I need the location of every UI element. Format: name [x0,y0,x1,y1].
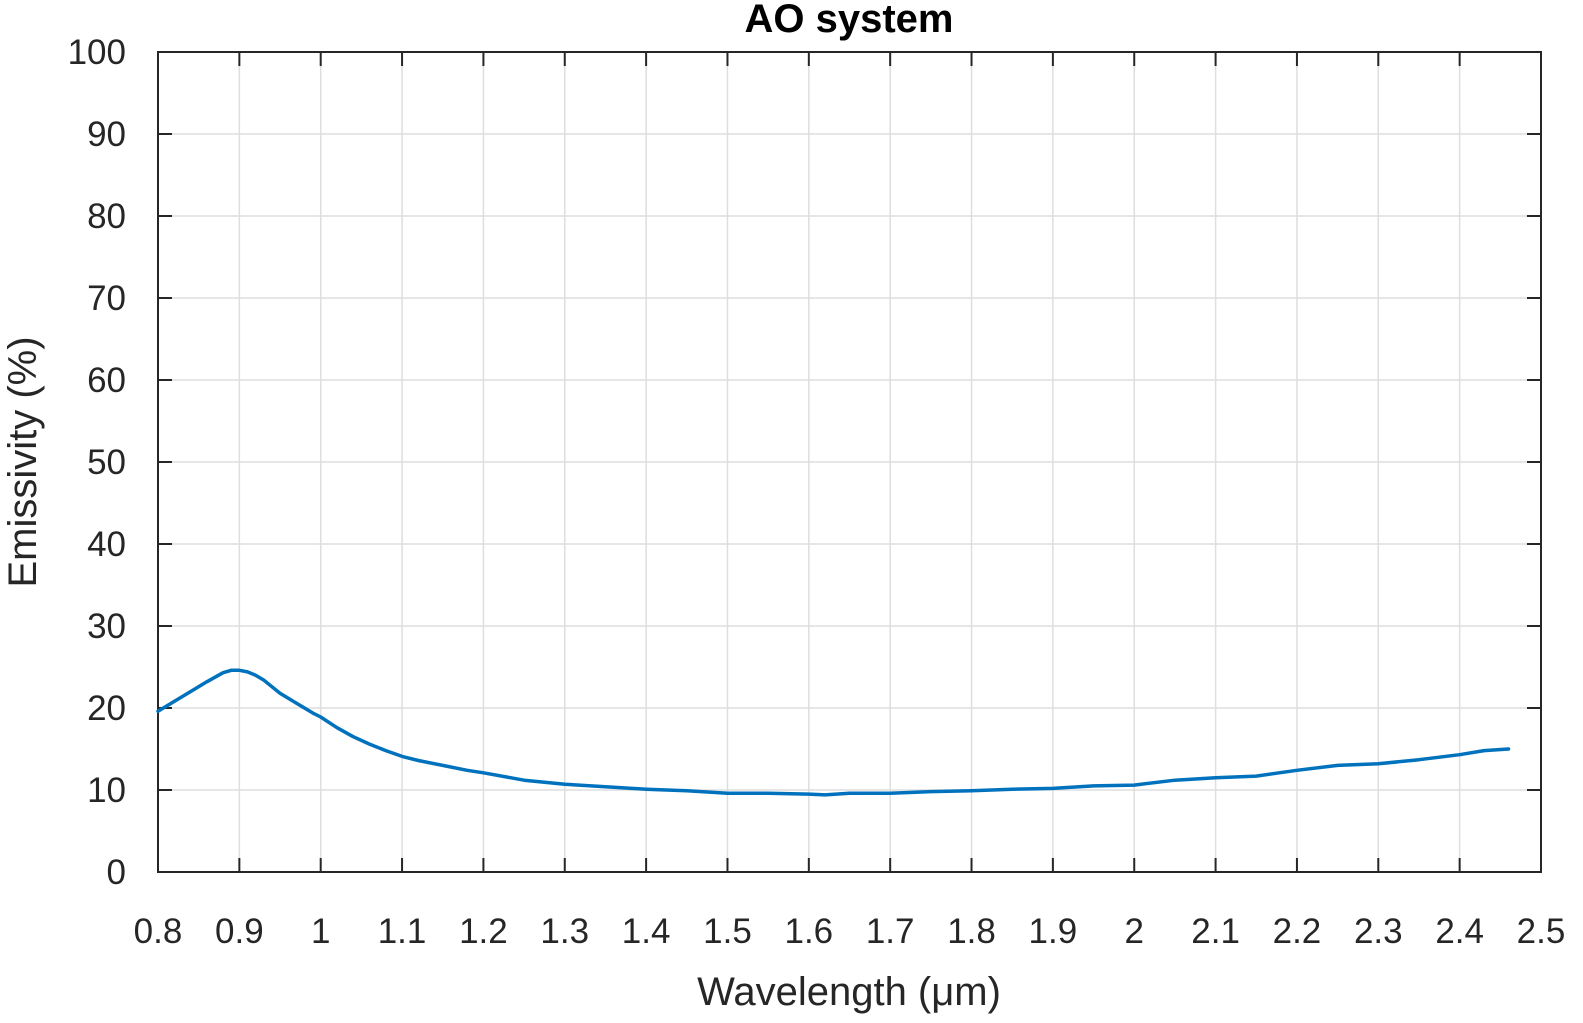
x-tick-label: 1.9 [1029,912,1078,951]
y-tick-label: 90 [87,115,126,154]
x-tick-label: 1.3 [540,912,589,951]
y-tick-label: 10 [87,771,126,810]
x-tick-label: 1.4 [622,912,671,951]
tick-marks [157,51,1542,873]
chart-title: AO system [745,0,954,41]
y-tick-label: 40 [87,525,126,564]
x-tick-label: 1.2 [459,912,508,951]
y-tick-label: 50 [87,443,126,482]
y-tick-label: 60 [87,361,126,400]
x-tick-labels: 0.8 0.9 1 1.1 1.2 1.3 1.4 1.5 1.6 1.7 1.8 1.9 2 2.1 2.… [134,912,1566,951]
x-tick-label: 1.8 [947,912,996,951]
x-tick-label: 2.1 [1191,912,1240,951]
x-axis-title: Wavelength (μm) [697,970,1001,1014]
x-tick-label: 2 [1125,912,1144,951]
x-tick-label: 2.4 [1435,912,1484,951]
x-tick-label: 2.3 [1354,912,1403,951]
x-tick-label: 0.9 [215,912,264,951]
x-tick-label: 1 [311,912,330,951]
x-tick-label: 1.5 [703,912,752,951]
x-tick-label: 1.1 [378,912,427,951]
x-tick-label: 0.8 [134,912,183,951]
y-axis-title: Emissivity (%) [1,336,45,587]
y-tick-label: 30 [87,607,126,646]
y-tick-label: 20 [87,689,126,728]
y-tick-label: 70 [87,279,126,318]
y-tick-label: 100 [68,33,126,72]
x-tick-label: 1.7 [866,912,915,951]
x-tick-label: 2.2 [1273,912,1322,951]
emissivity-series-line [156,668,1511,797]
y-tick-label: 0 [107,853,126,892]
y-tick-labels: 0 10 20 30 40 50 60 70 80 90 100 [68,33,126,892]
x-tick-label: 1.6 [784,912,833,951]
x-tick-label: 2.5 [1517,912,1566,951]
y-tick-label: 80 [87,197,126,236]
